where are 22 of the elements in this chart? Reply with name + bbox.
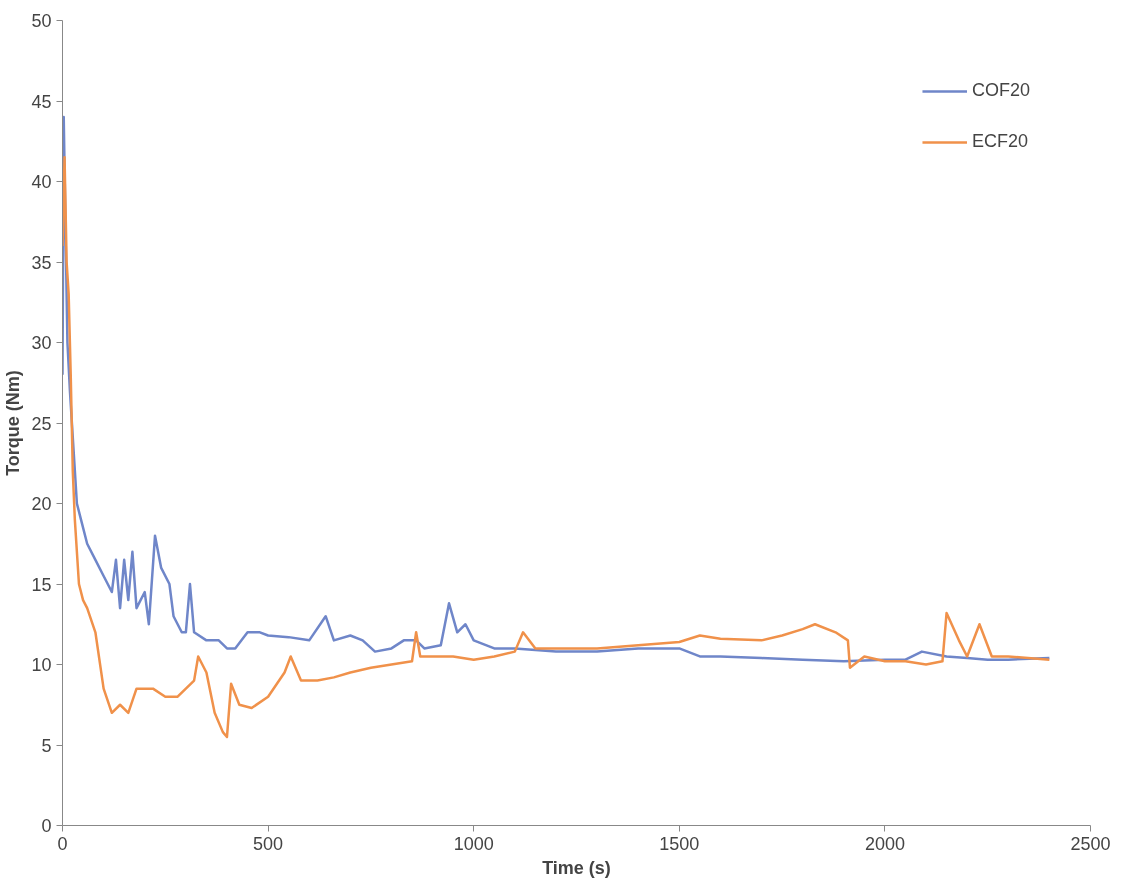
y-tick-label: 0	[41, 816, 52, 836]
x-tick-label: 0	[57, 833, 68, 854]
legend-label: COF20	[971, 80, 1030, 101]
y-tick-label: 20	[31, 494, 52, 514]
y-tick-label: 25	[31, 413, 52, 434]
y-tick-label: 15	[31, 574, 52, 595]
y-tick-label: 40	[31, 172, 52, 192]
y-axis-title: Torque (Nm)	[3, 370, 24, 476]
y-tick-label: 35	[31, 252, 52, 273]
y-tick-label: 10	[31, 655, 52, 675]
x-tick-label: 500	[253, 833, 284, 854]
line-series	[62, 156, 1051, 739]
y-tick-label: 30	[31, 333, 52, 353]
y-tick-label: 5	[41, 735, 52, 756]
x-tick-label: 2500	[1070, 833, 1111, 854]
x-tick-label: 2000	[864, 833, 905, 854]
x-axis-title: Time (s)	[542, 857, 611, 878]
y-tick-label: 50	[31, 11, 52, 31]
x-tick-label: 1500	[659, 833, 700, 854]
y-tick-label: 45	[31, 91, 52, 112]
x-tick-label: 1000	[453, 833, 494, 854]
legend-label: ECF20	[971, 131, 1028, 152]
